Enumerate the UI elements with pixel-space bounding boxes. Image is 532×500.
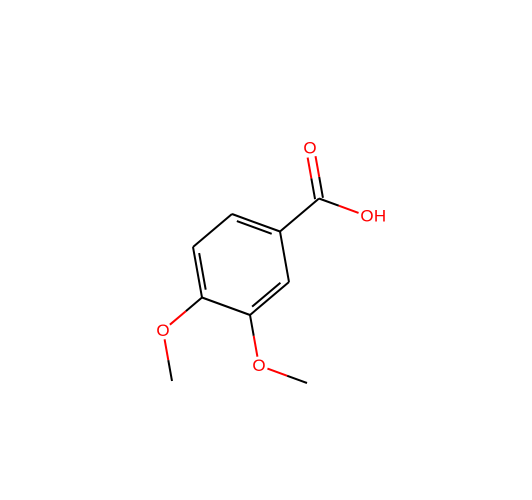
bond-line (280, 232, 289, 283)
bond-line (280, 199, 319, 232)
bond-line (168, 360, 172, 381)
bond-line (308, 158, 312, 179)
bond-line (165, 339, 169, 360)
bond-line (250, 315, 254, 336)
bond-line (287, 376, 307, 383)
molecule-diagram: OOHOO (0, 0, 532, 500)
bond-line (252, 283, 280, 307)
bond-line (250, 282, 289, 315)
bond-line (319, 177, 323, 198)
bond-line (339, 206, 359, 213)
atom-label: O (252, 356, 265, 375)
bond-line (311, 178, 315, 199)
bond-line (170, 311, 186, 325)
svg-text:H: H (374, 207, 386, 226)
bond-line (193, 247, 202, 298)
bond-line (316, 156, 320, 177)
svg-text:O: O (252, 356, 265, 375)
atom-label: O (156, 321, 169, 340)
bond-line (193, 214, 232, 247)
bond-line (202, 298, 250, 316)
bond-line (254, 336, 258, 357)
bond-line (319, 199, 339, 206)
svg-text:O: O (360, 207, 373, 226)
atom-label: O (303, 139, 316, 158)
bond-line (186, 298, 202, 312)
bond-line (267, 369, 287, 376)
svg-text:O: O (303, 139, 316, 158)
svg-text:O: O (156, 321, 169, 340)
atom-label: OH (360, 207, 386, 226)
